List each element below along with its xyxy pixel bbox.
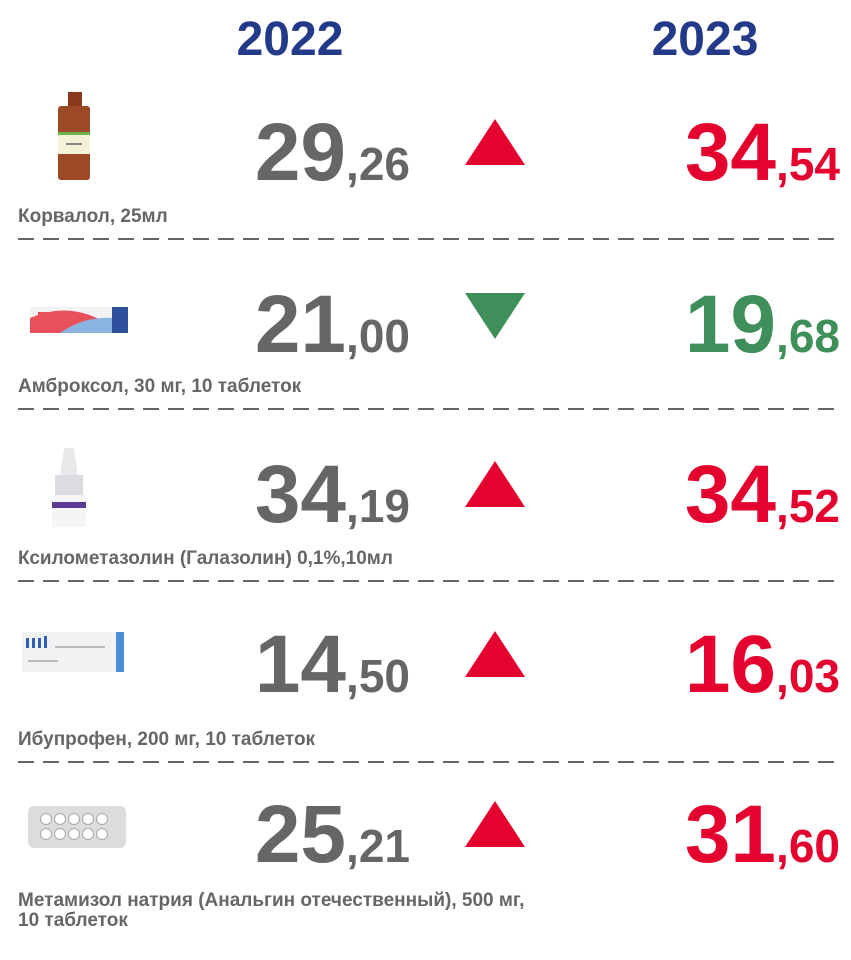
price-2022: 14,50	[255, 619, 410, 710]
blister-cell	[96, 813, 108, 825]
price-2022: 29,26	[255, 107, 410, 198]
blister-cell	[40, 813, 52, 825]
price-2023: 16,03	[685, 619, 840, 710]
price-2022: 21,00	[255, 279, 410, 370]
blister-cell	[82, 828, 94, 840]
blister-cell	[68, 828, 80, 840]
icon-blister	[28, 806, 126, 848]
icon-box	[22, 632, 124, 672]
icon-drops	[52, 448, 86, 527]
price-2023: 31,60	[685, 789, 840, 880]
trend-arrow	[465, 293, 525, 339]
year-header: 2022	[237, 13, 344, 66]
price-2023: 19,68	[685, 279, 840, 370]
price-2022: 25,21	[255, 789, 410, 880]
product-name: Метамизол натрия (Анальгин отечественный…	[18, 890, 524, 911]
price-2023: 34,54	[685, 107, 841, 198]
trend-arrow	[465, 801, 525, 847]
trend-arrow	[465, 461, 525, 507]
product-name: 10 таблеток	[18, 910, 128, 931]
blister-cell	[68, 813, 80, 825]
product-name: Амброксол, 30 мг, 10 таблеток	[18, 376, 302, 397]
year-header: 2023	[652, 13, 759, 66]
price-2022: 34,19	[255, 449, 410, 540]
product-name: Ибупрофен, 200 мг, 10 таблеток	[18, 729, 316, 750]
product-name: Ксилометазолин (Галазолин) 0,1%,10мл	[18, 548, 393, 569]
blister-cell	[40, 828, 52, 840]
icon-bottle	[58, 92, 90, 180]
blister-cell	[54, 828, 66, 840]
trend-arrow	[465, 119, 525, 165]
product-name: Корвалол, 25мл	[18, 206, 168, 227]
blister-cell	[82, 813, 94, 825]
trend-arrow	[465, 631, 525, 677]
blister-cell	[54, 813, 66, 825]
icon-box	[30, 307, 128, 333]
blister-cell	[96, 828, 108, 840]
price-2023: 34,52	[685, 449, 840, 540]
